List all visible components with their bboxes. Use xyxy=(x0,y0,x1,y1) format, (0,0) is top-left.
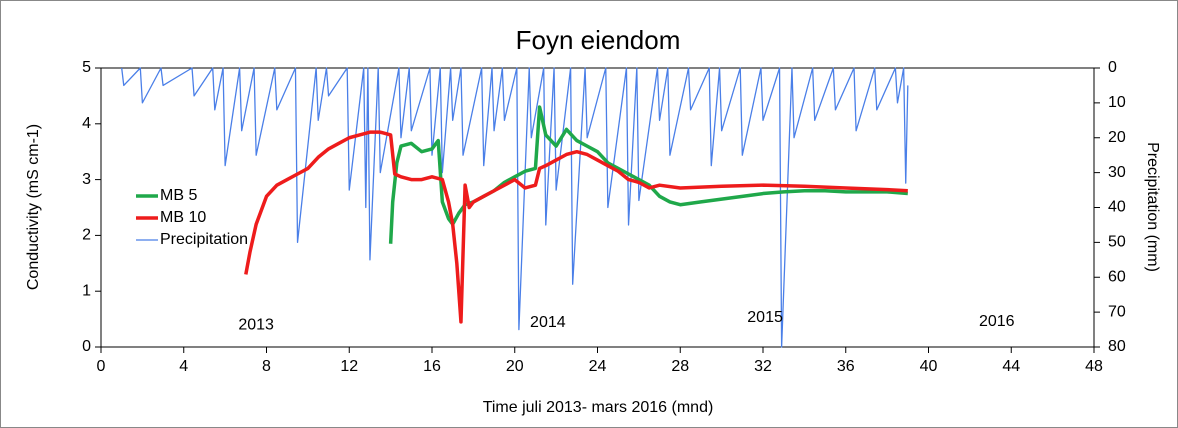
x-tick-label: 28 xyxy=(671,358,689,375)
y-tick-label: 2 xyxy=(82,227,91,244)
y2-axis-label: Precipitation (mm) xyxy=(1144,142,1161,272)
y2-tick-label: 60 xyxy=(1108,268,1126,285)
chart-title: Foyn eiendom xyxy=(516,25,681,55)
y2-tick-label: 0 xyxy=(1108,59,1117,76)
x-tick-label: 4 xyxy=(179,358,188,375)
y-tick-label: 0 xyxy=(82,338,91,355)
y-axis-label: Conductivity (mS cm-1) xyxy=(25,124,42,290)
x-tick-label: 12 xyxy=(340,358,358,375)
y2-tick-label: 20 xyxy=(1108,129,1126,146)
y2-tick-label: 50 xyxy=(1108,234,1126,251)
x-tick-label: 8 xyxy=(262,358,271,375)
y2-tick-label: 80 xyxy=(1108,338,1126,355)
y-tick-label: 3 xyxy=(82,171,91,188)
legend-label: Precipitation xyxy=(160,231,248,248)
x-tick-label: 32 xyxy=(754,358,772,375)
y-tick-label: 4 xyxy=(82,115,91,132)
y2-tick-label: 30 xyxy=(1108,164,1126,181)
y2-tick-label: 10 xyxy=(1108,94,1126,111)
annotation: 2016 xyxy=(979,313,1015,330)
series-line xyxy=(388,105,908,244)
x-tick-label: 20 xyxy=(506,358,524,375)
series-line xyxy=(244,130,908,324)
x-tick-label: 16 xyxy=(423,358,441,375)
x-tick-label: 24 xyxy=(589,358,607,375)
annotation: 2014 xyxy=(530,314,566,331)
annotation: 2013 xyxy=(238,316,274,333)
x-tick-label: 36 xyxy=(837,358,855,375)
y-tick-label: 1 xyxy=(82,282,91,299)
x-tick-label: 44 xyxy=(1002,358,1020,375)
legend-label: MB 10 xyxy=(160,209,206,226)
x-axis-label: Time juli 2013- mars 2016 (mnd) xyxy=(483,399,714,416)
legend-label: MB 5 xyxy=(160,187,197,204)
y2-tick-label: 70 xyxy=(1108,303,1126,320)
y-tick-label: 5 xyxy=(82,59,91,76)
y2-tick-label: 40 xyxy=(1108,199,1126,216)
annotation: 2015 xyxy=(747,309,783,326)
x-tick-label: 48 xyxy=(1085,358,1103,375)
series-line xyxy=(121,67,909,348)
x-tick-label: 0 xyxy=(97,358,106,375)
x-tick-label: 40 xyxy=(920,358,938,375)
